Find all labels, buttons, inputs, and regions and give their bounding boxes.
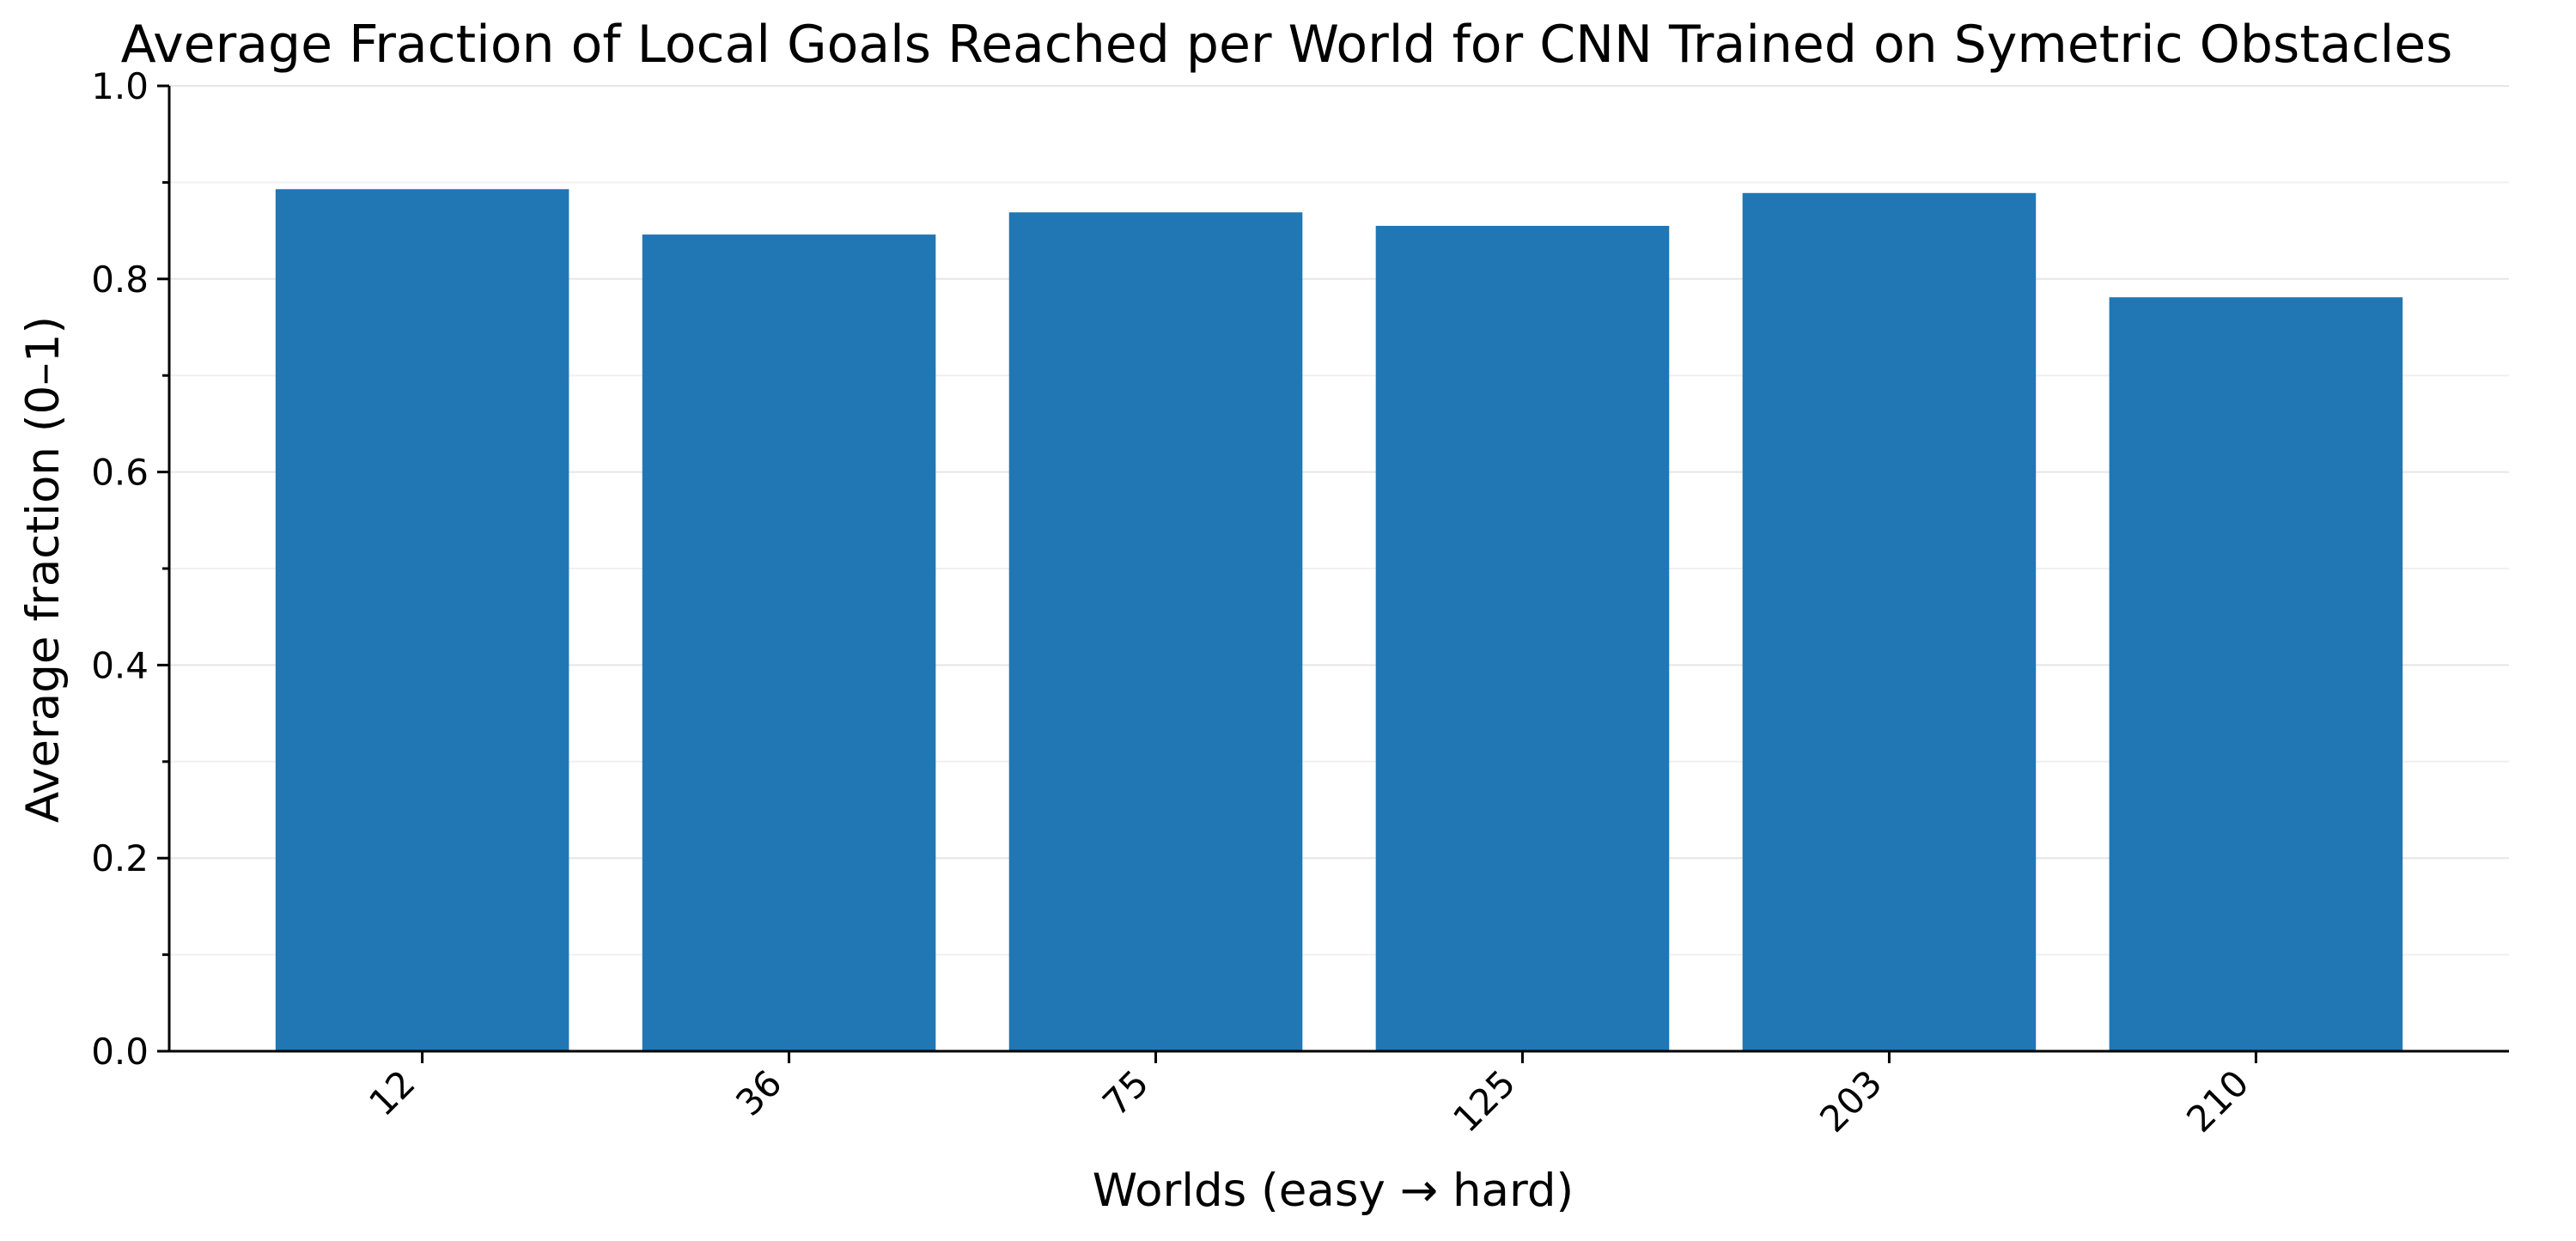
bar-203 (1742, 192, 2037, 1051)
ticks: 0.0 0.2 0.4 0.6 0.8 1.0 12 36 75 125 203 210 (91, 65, 2257, 1141)
x-tick-label: 12 (361, 1062, 423, 1123)
bar-75 (1008, 212, 1303, 1051)
x-axis-title: Worlds (easy → hard) (1093, 1165, 1574, 1217)
y-tick-label: 0.4 (91, 644, 149, 686)
y-tick-label: 0.2 (91, 837, 149, 879)
y-axis-title: Average fraction (0–1) (17, 316, 70, 823)
x-tick-label: 210 (2178, 1062, 2256, 1140)
bar-210 (2109, 297, 2403, 1051)
y-tick-label: 0.6 (91, 452, 149, 494)
chart-title: Average Fraction of Local Goals Reached … (121, 15, 2453, 75)
y-tick-label: 0.0 (91, 1031, 149, 1073)
bar-36 (642, 234, 936, 1051)
y-tick-label: 0.8 (91, 259, 149, 301)
bars (275, 189, 2403, 1052)
bar-125 (1375, 225, 1670, 1052)
x-tick-label: 203 (1812, 1062, 1890, 1140)
x-tick-label: 75 (1094, 1062, 1156, 1123)
x-tick-label: 125 (1445, 1062, 1523, 1140)
bar-12 (275, 189, 569, 1051)
x-tick-label: 36 (728, 1062, 789, 1123)
y-tick-label: 1.0 (91, 65, 149, 107)
